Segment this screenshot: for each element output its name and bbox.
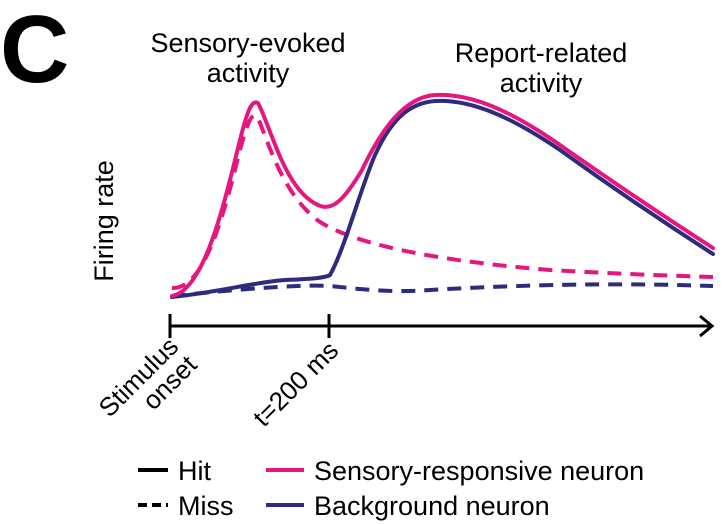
panel-letter: C bbox=[0, 0, 69, 103]
background-neuron-miss-curve bbox=[171, 282, 714, 298]
background-neuron-hit-curve bbox=[170, 98, 715, 299]
legend-miss-label: Miss bbox=[178, 491, 234, 521]
tick-label-200ms: t=200 ms bbox=[247, 335, 344, 432]
report-related-annotation-line2: activity bbox=[500, 68, 583, 98]
x-axis-arrowhead bbox=[699, 314, 715, 338]
legend-background-label: Background neuron bbox=[314, 491, 550, 521]
sensory-neuron-hit-curve bbox=[170, 92, 715, 298]
sensory-neuron-miss-curve bbox=[171, 113, 714, 291]
sensory-evoked-annotation-line2: activity bbox=[207, 58, 290, 88]
report-related-annotation-line1: Report-related bbox=[455, 38, 628, 68]
legend-hit-label: Hit bbox=[178, 456, 211, 486]
y-axis-label: Firing rate bbox=[89, 160, 119, 282]
sensory-evoked-annotation-line1: Sensory-evoked bbox=[150, 28, 345, 58]
legend-sensory-label: Sensory-responsive neuron bbox=[314, 456, 644, 486]
